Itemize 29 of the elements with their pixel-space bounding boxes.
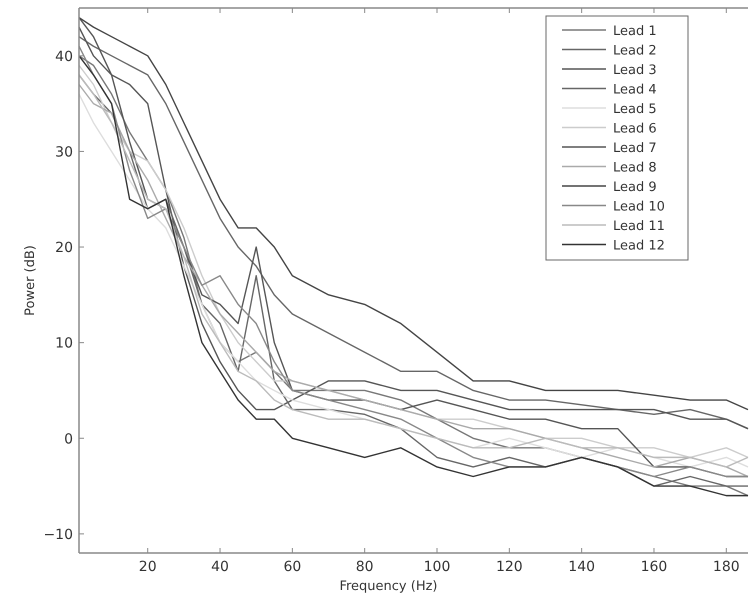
x-tick-label: 120 bbox=[496, 559, 523, 575]
legend-label: Lead 9 bbox=[613, 180, 657, 195]
x-tick-label: 100 bbox=[424, 559, 450, 575]
x-tick-label: 60 bbox=[283, 559, 302, 575]
legend-label: Lead 10 bbox=[613, 200, 665, 214]
x-tick-label: 160 bbox=[640, 559, 668, 575]
legend-label: Lead 8 bbox=[613, 160, 657, 176]
legend-label: Lead 3 bbox=[613, 63, 657, 78]
y-axis-title: Power (dB) bbox=[23, 245, 38, 316]
x-tick-label: 20 bbox=[138, 559, 157, 575]
x-tick-label: 80 bbox=[356, 559, 374, 575]
legend-label: Lead 12 bbox=[613, 238, 665, 254]
x-tick-label: 140 bbox=[568, 559, 596, 575]
legend-label: Lead 5 bbox=[613, 102, 657, 117]
y-tick-label: −10 bbox=[43, 526, 73, 543]
legend-label: Lead 11 bbox=[613, 219, 665, 234]
y-tick-label: 20 bbox=[55, 240, 73, 256]
y-tick-label: 40 bbox=[55, 48, 73, 65]
y-tick-label: 10 bbox=[55, 336, 73, 352]
legend-label: Lead 2 bbox=[613, 44, 657, 58]
y-tick-label: 30 bbox=[55, 144, 73, 160]
legend-label: Lead 1 bbox=[613, 24, 657, 39]
legend-label: Lead 6 bbox=[613, 122, 657, 136]
x-tick-label: 40 bbox=[211, 559, 229, 575]
y-tick-label: 0 bbox=[64, 431, 73, 448]
legend-label: Lead 7 bbox=[613, 141, 657, 156]
x-tick-label: 180 bbox=[712, 559, 740, 575]
x-axis-title: Frequency (Hz) bbox=[339, 579, 438, 594]
legend-label: Lead 4 bbox=[613, 82, 657, 98]
